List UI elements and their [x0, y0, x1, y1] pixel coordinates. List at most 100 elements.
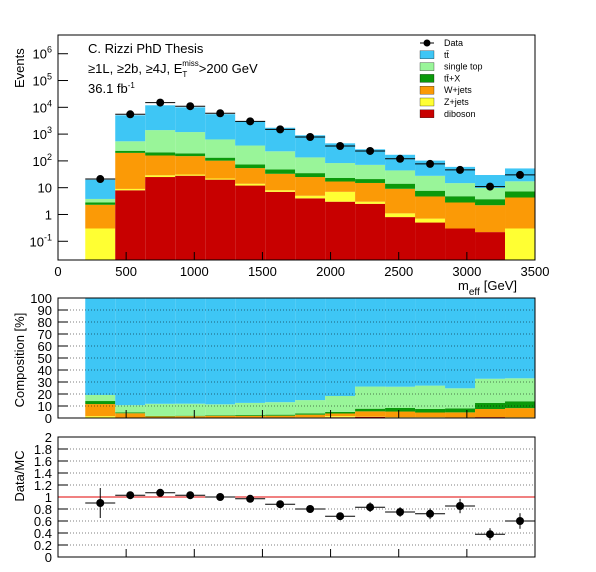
x-tick-label: 1500	[248, 264, 277, 279]
y-tick-label-base: 10	[33, 154, 47, 169]
annotation-part: -1	[128, 81, 136, 90]
stack-segment	[385, 217, 416, 260]
composition-segment	[505, 401, 535, 409]
annotation-part: >200 GeV	[199, 61, 258, 76]
x-axis-label: meff [GeV]	[458, 278, 517, 298]
y-tick-label-exp: 4	[47, 98, 52, 108]
stack-segment	[145, 155, 176, 176]
data-point	[486, 182, 495, 191]
stack-segment	[355, 164, 386, 180]
stack-segment	[415, 190, 446, 197]
stack-segment	[85, 198, 116, 203]
stack-segment	[175, 153, 206, 157]
composition-segment	[115, 298, 146, 406]
y-tick-label: 0.2	[34, 538, 52, 553]
composition-segment	[175, 298, 206, 404]
composition-segment	[415, 385, 446, 410]
composition-segment	[265, 402, 296, 415]
stack-segment	[85, 204, 116, 229]
stack-segment	[325, 191, 356, 202]
composition-segment	[415, 412, 446, 418]
y-tick-label: 10-1	[30, 232, 52, 249]
stack-segment	[145, 105, 176, 131]
composition-segment	[175, 403, 206, 416]
y-tick-label: 100	[30, 291, 52, 306]
composition-segment	[85, 404, 116, 417]
x-label-part: m	[458, 278, 469, 293]
y-tick-label-base: 10	[33, 47, 47, 62]
x-tick-label: 1000	[180, 264, 209, 279]
stack-segment	[325, 177, 356, 182]
stack-segment	[145, 152, 176, 156]
composition-segment	[295, 400, 326, 414]
data-point	[96, 175, 105, 184]
y-tick-label: 0.8	[34, 502, 52, 517]
stack-segment	[115, 141, 146, 151]
stack-segment	[505, 197, 535, 229]
composition-segment	[385, 411, 416, 418]
legend-label: W+jets	[444, 85, 472, 95]
stack-segment	[85, 202, 116, 205]
composition-segment	[115, 412, 146, 414]
ratio-point	[156, 488, 165, 497]
composition-segment	[175, 416, 206, 418]
y-axis-label: Data/MC	[12, 450, 27, 501]
composition-segment	[145, 298, 176, 404]
y-tick-label: 30	[38, 375, 52, 390]
stack-segment	[385, 170, 416, 184]
y-tick-label: 0	[45, 411, 52, 426]
legend-marker	[419, 86, 435, 95]
composition-segment	[505, 298, 535, 379]
annotation-part: ≥1L, ≥2b, ≥4J, E	[88, 61, 183, 76]
ratio-point	[396, 508, 405, 516]
y-tick-label: 102	[33, 152, 52, 169]
stack-segment	[205, 114, 236, 140]
stack-segment	[85, 228, 116, 260]
y-tick-label-base: 10	[33, 127, 47, 142]
ratio-point	[366, 503, 375, 512]
stack-segment	[505, 181, 535, 192]
stack-segment	[265, 191, 296, 260]
stack-segment	[205, 139, 236, 158]
y-tick-label: 1.2	[34, 478, 52, 493]
stack-segment	[235, 185, 266, 260]
composition-segment	[205, 415, 236, 418]
stack-segment	[385, 188, 416, 214]
stack-segment	[355, 182, 386, 202]
y-tick-label: 90	[38, 303, 52, 318]
legend-marker	[419, 62, 435, 71]
y-tick-label-base: 10	[30, 234, 44, 249]
composition-segment	[325, 411, 356, 414]
stack-segment	[205, 178, 236, 180]
stack-segment	[115, 115, 146, 142]
composition-segment	[295, 414, 326, 418]
stack-segment	[415, 175, 446, 191]
composition-segment	[415, 409, 446, 413]
stack-segment	[445, 202, 476, 229]
y-tick-label: 10	[38, 399, 52, 414]
ratio-point	[306, 505, 315, 513]
composition-segment	[355, 411, 386, 417]
data-point	[426, 159, 435, 168]
composition-segment	[115, 413, 146, 418]
stack-segment	[295, 195, 326, 199]
stack-segment	[145, 177, 176, 260]
composition-segment	[385, 298, 416, 387]
y-tick-label: 1.4	[34, 466, 52, 481]
stack-segment	[445, 196, 476, 203]
stack-segment	[445, 228, 476, 260]
legend-label: tt̄	[444, 50, 450, 60]
y-tick-label: 2	[45, 430, 52, 445]
stack-segment	[445, 183, 476, 197]
x-tick-label: 0	[54, 264, 61, 279]
composition-segment	[385, 386, 416, 408]
stack-segment	[115, 188, 146, 191]
stack-segment	[505, 191, 535, 198]
data-point	[336, 141, 345, 150]
x-label-part: eff	[469, 287, 480, 298]
composition-segment	[85, 298, 116, 395]
composition-segment	[325, 413, 356, 417]
composition-segment	[235, 415, 266, 418]
y-tick-label: 20	[38, 387, 52, 402]
